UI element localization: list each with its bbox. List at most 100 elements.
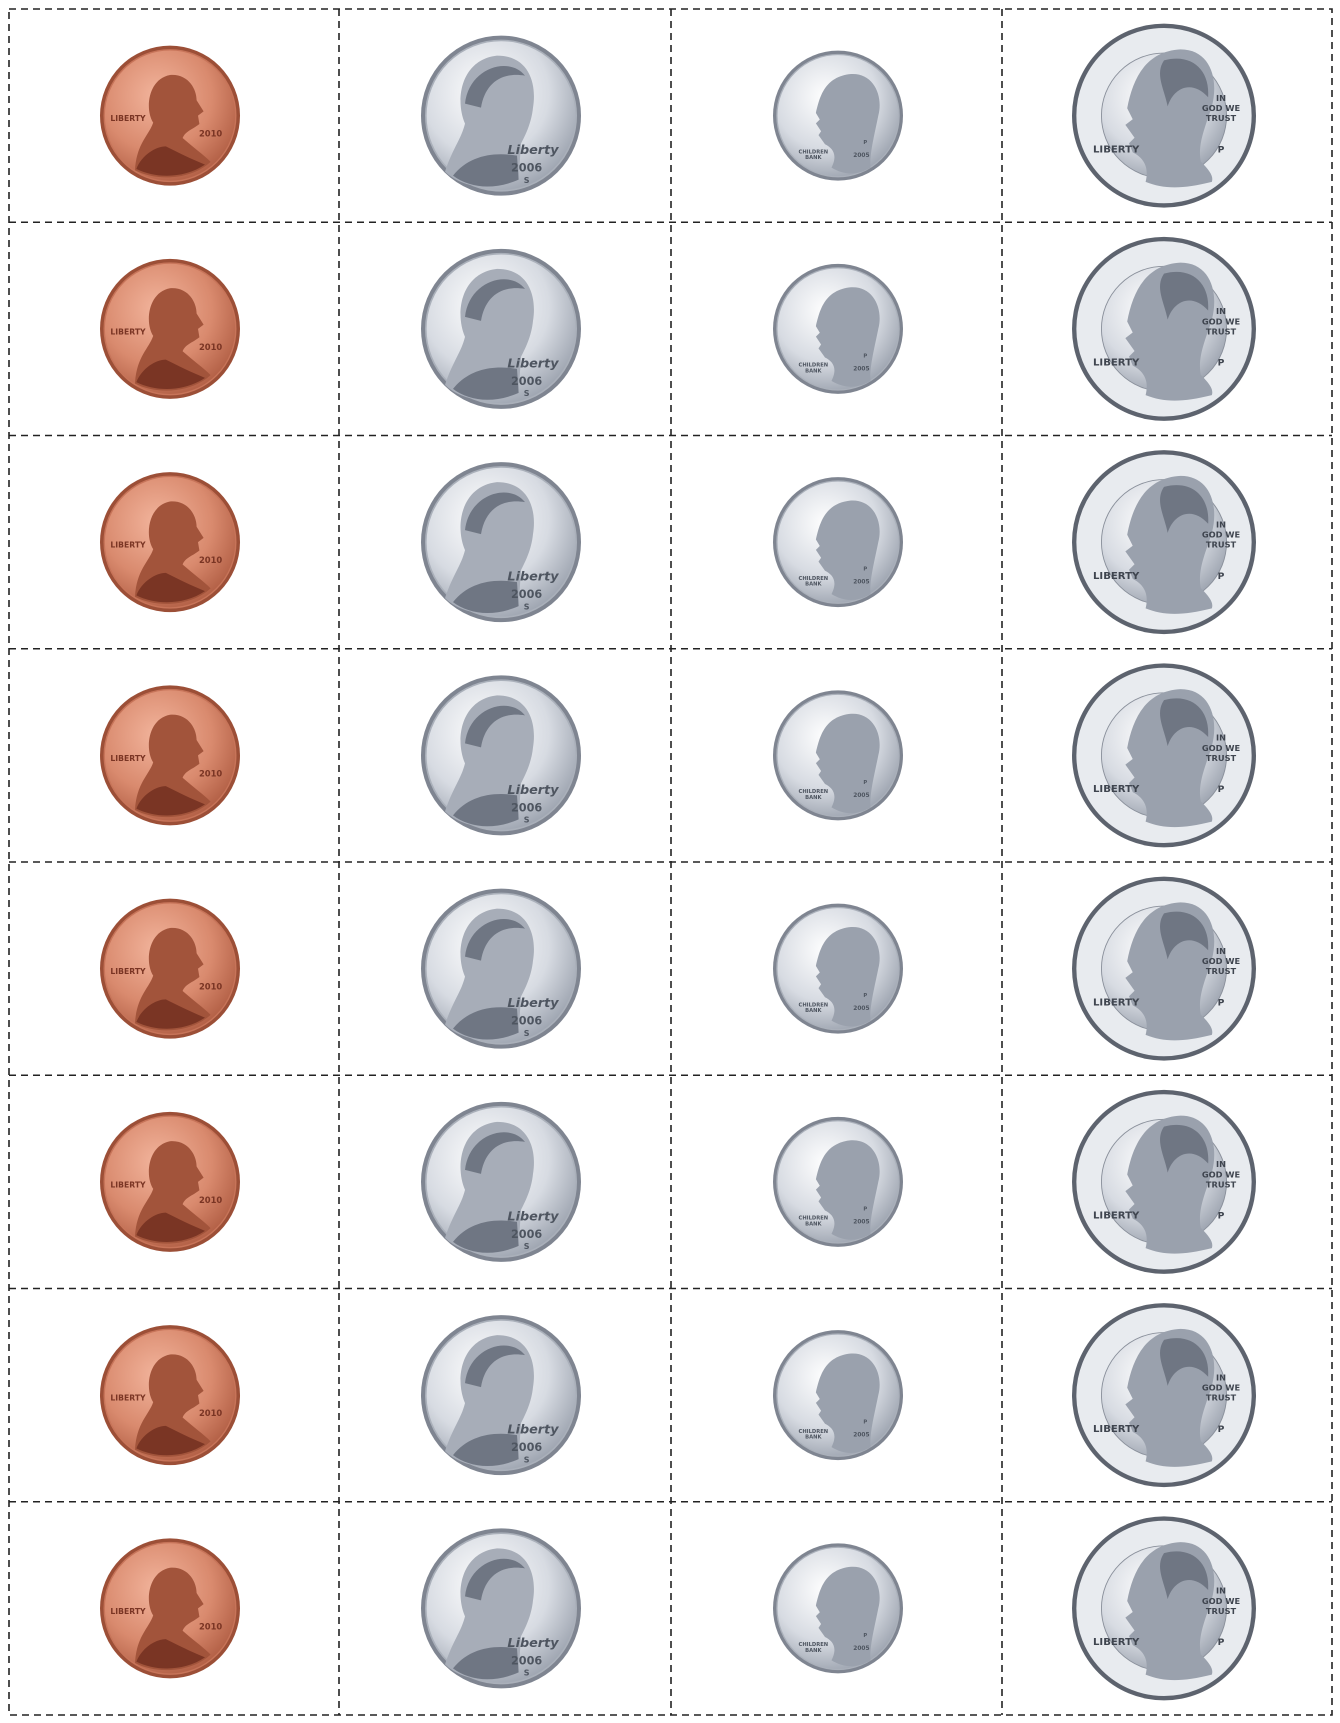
coin-text: BANK	[805, 795, 822, 801]
coin-text: LIBERTY	[110, 967, 146, 976]
coin-text: CHILDREN	[799, 149, 829, 155]
coin-text: 2005	[853, 366, 869, 372]
coin-text: LIBERTY	[1093, 1637, 1140, 1648]
coin-text: S	[524, 176, 530, 185]
coin-text: 2005	[853, 793, 869, 799]
coin: CHILDRENBANK2005P	[773, 264, 903, 394]
coin-text: LIBERTY	[110, 1394, 146, 1403]
coin-text: IN	[1216, 946, 1226, 956]
coin-text: 2005	[853, 1646, 869, 1652]
coin-text: S	[524, 1669, 530, 1678]
coin-text: P	[863, 1206, 867, 1212]
coin-text: GOD WE	[1202, 1383, 1241, 1393]
coin-text: S	[524, 1242, 530, 1251]
coin-text: LIBERTY	[1093, 784, 1140, 795]
coin-text: P	[1218, 144, 1225, 155]
coin-text: P	[863, 567, 867, 573]
coin-text: P	[1218, 358, 1225, 369]
coin-text: TRUST	[1206, 113, 1237, 123]
coin-text: P	[863, 140, 867, 146]
coin-text: LIBERTY	[1093, 144, 1140, 155]
page: LIBERTY2010Liberty2006SCHILDRENBANK2005P…	[0, 0, 1340, 1719]
coin-text: BANK	[805, 1435, 822, 1441]
coin-text: BANK	[805, 368, 822, 374]
coin-text: LIBERTY	[1093, 571, 1140, 582]
coin-text: IN	[1216, 1159, 1226, 1169]
coin: Liberty2006S	[421, 249, 581, 409]
coin-text: P	[863, 993, 867, 999]
coin-text: IN	[1216, 306, 1226, 316]
coin-text: TRUST	[1206, 1179, 1237, 1189]
coin-text: 2006	[511, 1228, 542, 1241]
coin-text: P	[1218, 571, 1225, 582]
coin-text: LIBERTY	[1093, 997, 1140, 1008]
coin-sheet: LIBERTY2010Liberty2006SCHILDRENBANK2005P…	[0, 0, 1340, 1719]
coin-text: 2010	[199, 982, 222, 992]
coin-text: P	[1218, 784, 1225, 795]
coin-text: 2006	[511, 375, 542, 388]
coin-text: 2010	[199, 1408, 222, 1418]
coin: INGOD WETRUSTLIBERTYP	[1072, 450, 1256, 634]
coin-text: TRUST	[1206, 326, 1237, 336]
coin-text: P	[1218, 997, 1225, 1008]
coin-text: TRUST	[1206, 1606, 1237, 1616]
coin: INGOD WETRUSTLIBERTYP	[1072, 237, 1256, 421]
coin-text: 2005	[853, 1006, 869, 1012]
coin-text: Liberty	[507, 570, 559, 585]
coin-text: LIBERTY	[1093, 1211, 1140, 1222]
coin-text: 2006	[511, 801, 542, 814]
coin-text: S	[524, 602, 530, 611]
coin-text: 2005	[853, 580, 869, 586]
coin-text: P	[1218, 1211, 1225, 1222]
coin-text: P	[1218, 1424, 1225, 1435]
coin-text: CHILDREN	[799, 363, 829, 369]
coin: CHILDRENBANK2005P	[773, 1117, 903, 1247]
coin-text: IN	[1216, 733, 1226, 743]
coin: INGOD WETRUST LIBERTY P	[1072, 1090, 1256, 1274]
coin-text: S	[524, 389, 530, 398]
coin-text: GOD WE	[1202, 530, 1241, 540]
coin-text: S	[524, 1029, 530, 1038]
coin: LIBERTY2010	[100, 1538, 240, 1678]
coin-text: 2010	[199, 129, 222, 139]
coin-text: IN	[1216, 93, 1226, 103]
coin-text: 2005	[853, 153, 869, 159]
coin-text: P	[863, 1633, 867, 1639]
coin-text: CHILDREN	[799, 1429, 829, 1435]
coin-text: TRUST	[1206, 753, 1237, 763]
coin-text: GOD WE	[1202, 956, 1241, 966]
coin-text: CHILDREN	[799, 1642, 829, 1648]
coin-text: S	[524, 1455, 530, 1464]
coin-text: CHILDREN	[799, 576, 829, 582]
coin-text: Liberty	[507, 996, 559, 1011]
coin-text: LIBERTY	[1093, 1424, 1140, 1435]
coin-text: 2005	[853, 1219, 869, 1225]
coin: LIBERTY 2010	[100, 1325, 240, 1465]
coin-text: CHILDREN	[799, 1002, 829, 1008]
coin-text: Liberty	[507, 1209, 559, 1224]
coin: CHILDRENBANK2005P	[773, 51, 903, 181]
coin-text: LIBERTY	[110, 327, 146, 336]
coin-text: 2006	[511, 1654, 542, 1667]
coin-text: 2010	[199, 768, 222, 778]
coin-text: 2006	[511, 588, 542, 601]
coin-text: 2010	[199, 1621, 222, 1631]
coin-text: CHILDREN	[799, 1216, 829, 1222]
coin-text: GOD WE	[1202, 1169, 1241, 1179]
coin-text: IN	[1216, 1372, 1226, 1382]
